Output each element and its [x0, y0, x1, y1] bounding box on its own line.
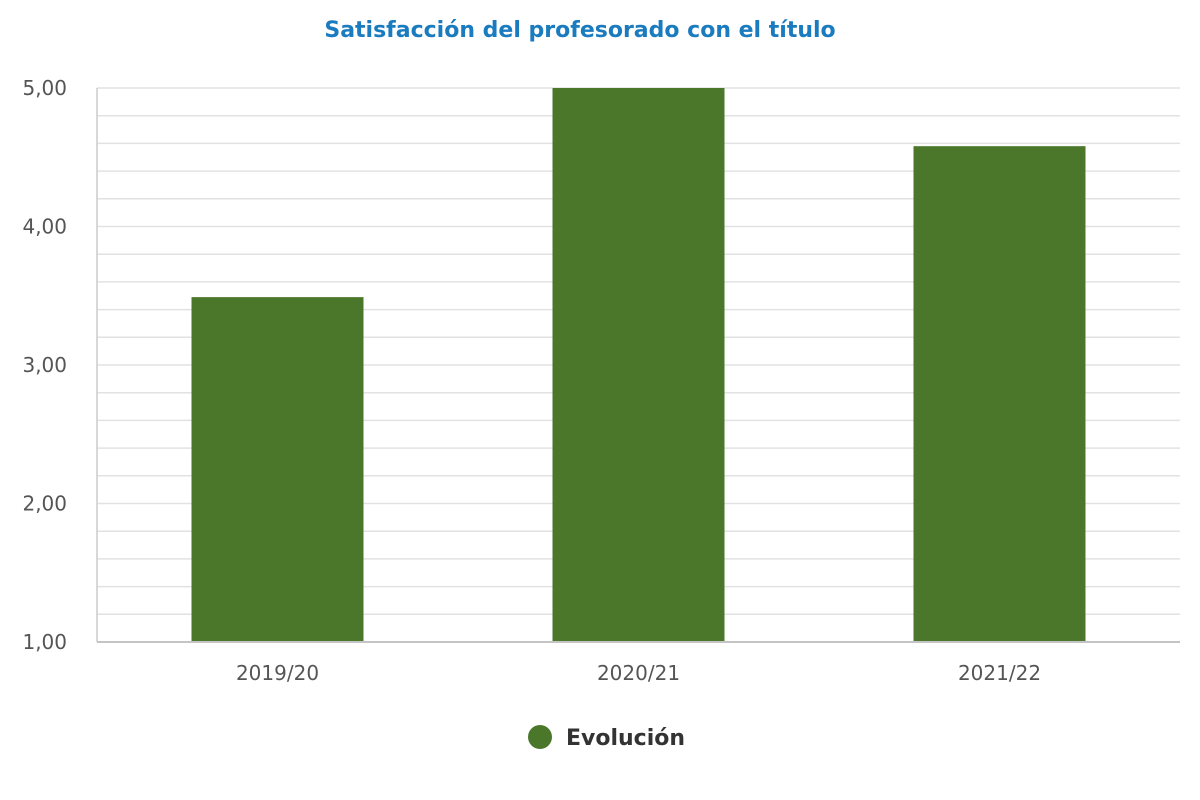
legend-label: Evolución	[566, 726, 685, 751]
y-tick-label: 5,00	[22, 76, 67, 100]
y-tick-label: 4,00	[22, 215, 67, 239]
axes-group	[96, 88, 1180, 643]
x-tick-label: 2021/22	[958, 661, 1041, 685]
bar-2020-21[interactable]	[552, 88, 725, 642]
y-tick-label: 3,00	[22, 353, 67, 377]
x-tick-labels: 2019/20 2020/21 2021/22	[236, 661, 1041, 685]
legend[interactable]: Evolución	[528, 725, 685, 751]
x-tick-label: 2020/21	[597, 661, 680, 685]
y-tick-labels: 1,00 2,00 3,00 4,00 5,00	[22, 76, 67, 654]
bar-2021-22[interactable]	[913, 146, 1086, 643]
y-tick-label: 2,00	[22, 492, 67, 516]
y-tick-label: 1,00	[22, 630, 67, 654]
chart-title: Satisfacción del profesorado con el títu…	[324, 18, 835, 43]
legend-marker-icon	[528, 725, 552, 749]
bars-group	[191, 88, 1086, 643]
bar-2019-20[interactable]	[191, 297, 364, 642]
x-tick-label: 2019/20	[236, 661, 319, 685]
